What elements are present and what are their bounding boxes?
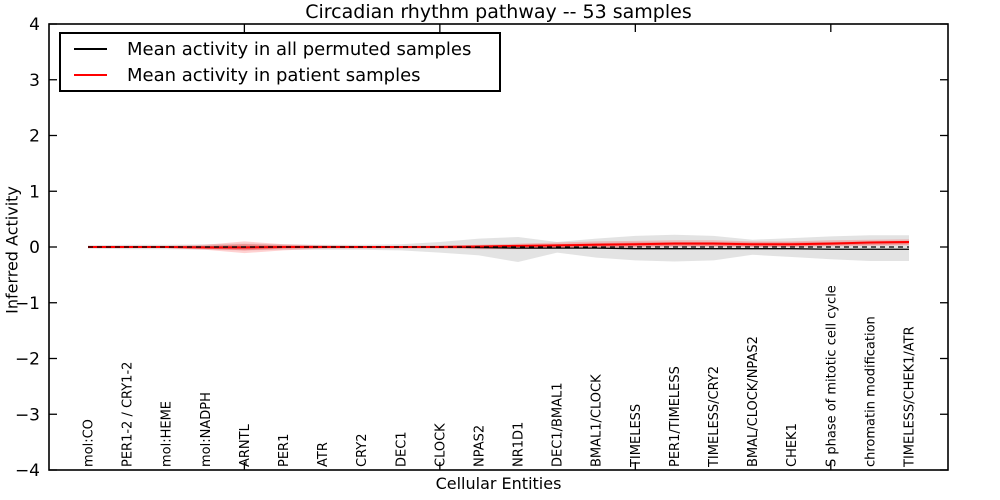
x-entity-label: CLOCK bbox=[433, 423, 448, 467]
y-tick-label: 4 bbox=[29, 15, 40, 35]
x-entity-label: ATR bbox=[316, 442, 331, 467]
y-tick-label: 0 bbox=[29, 238, 40, 258]
x-entity-label: chromatin modification bbox=[863, 316, 878, 467]
x-entity-label: PER1-2 / CRY1-2 bbox=[121, 362, 136, 467]
y-tick-label: −2 bbox=[15, 350, 40, 370]
chart-title: Circadian rhythm pathway -- 53 samples bbox=[305, 1, 692, 23]
patient-line-sample-icon bbox=[74, 74, 107, 76]
x-entity-label: DEC1/BMAL1 bbox=[551, 383, 566, 468]
x-entity-label: BMAL1/CLOCK bbox=[590, 374, 605, 467]
x-entity-label: DEC1 bbox=[394, 431, 409, 467]
legend-label-patient: Mean activity in patient samples bbox=[127, 64, 421, 86]
x-entity-label: TIMELESS/CHEK1/ATR bbox=[903, 326, 918, 468]
x-entity-label: NPAS2 bbox=[472, 425, 487, 467]
x-entity-label: TIMELESS/CRY2 bbox=[707, 366, 722, 468]
x-entity-label: mol:NADPH bbox=[199, 392, 214, 467]
legend-item-permuted: Mean activity in all permuted samples bbox=[61, 36, 499, 62]
y-tick-label: −1 bbox=[15, 294, 40, 314]
legend-label-permuted: Mean activity in all permuted samples bbox=[127, 38, 472, 60]
x-entity-label: mol:CO bbox=[82, 419, 97, 467]
y-axis-title: Inferred Activity bbox=[2, 186, 22, 314]
y-tick-label: 1 bbox=[29, 182, 40, 202]
legend-item-patient: Mean activity in patient samples bbox=[61, 62, 499, 88]
permuted-line-sample-icon bbox=[74, 48, 107, 50]
x-entity-label: PER1 bbox=[277, 434, 292, 467]
x-entity-label: CRY2 bbox=[355, 434, 370, 468]
x-entity-label: ARNTL bbox=[238, 423, 253, 467]
x-entity-label: mol:HEME bbox=[160, 401, 175, 467]
y-tick-label: 2 bbox=[29, 127, 40, 147]
x-entity-label: S phase of mitotic cell cycle bbox=[824, 285, 839, 467]
x-axis-title: Cellular Entities bbox=[435, 474, 562, 493]
x-entity-label: BMAL/CLOCK/NPAS2 bbox=[746, 336, 761, 467]
y-tick-label: −4 bbox=[15, 461, 40, 481]
x-entity-label: NR1D1 bbox=[512, 422, 527, 467]
y-tick-label: −3 bbox=[15, 405, 40, 425]
y-tick-label: 3 bbox=[29, 71, 40, 91]
legend: Mean activity in all permuted samples Me… bbox=[59, 32, 501, 92]
x-entity-label: PER1/TIMELESS bbox=[668, 366, 683, 467]
x-entity-label: TIMELESS bbox=[629, 404, 644, 468]
x-entity-label: CHEK1 bbox=[785, 423, 800, 467]
